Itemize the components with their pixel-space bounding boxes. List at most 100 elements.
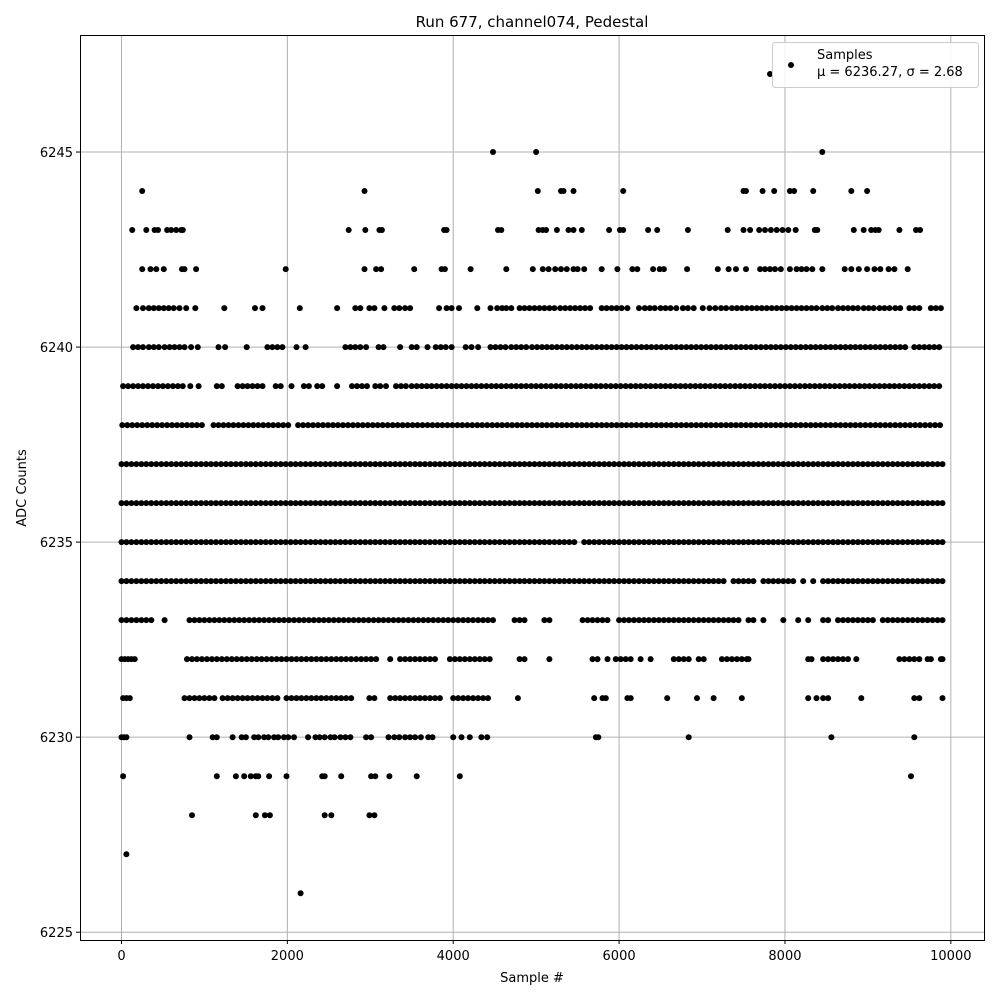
x-tick-label: 4000: [437, 949, 470, 964]
data-point: [745, 617, 752, 624]
data-point: [752, 383, 759, 390]
data-point: [707, 383, 714, 390]
data-point: [805, 695, 812, 702]
data-point: [786, 383, 793, 390]
data-point: [825, 656, 832, 663]
data-point: [491, 500, 498, 507]
data-point: [251, 734, 258, 741]
data-point: [606, 500, 613, 507]
data-point: [756, 227, 763, 233]
data-point: [785, 227, 792, 233]
data-point: [578, 344, 585, 351]
data-point: [685, 539, 692, 546]
data-point: [655, 578, 662, 585]
data-point: [792, 227, 799, 233]
data-point: [582, 305, 589, 312]
data-point: [775, 539, 782, 546]
data-point: [561, 461, 568, 468]
data-point: [653, 422, 660, 429]
data-point: [371, 812, 378, 819]
data-point: [914, 461, 921, 468]
data-point: [453, 383, 460, 390]
data-point: [573, 344, 580, 351]
data-point: [293, 656, 300, 663]
data-point: [430, 617, 437, 624]
data-point: [759, 188, 766, 194]
data-point: [790, 461, 797, 468]
data-point: [297, 890, 304, 897]
data-point: [321, 773, 328, 780]
data-point: [193, 578, 200, 585]
data-point: [526, 539, 533, 546]
data-point: [198, 578, 205, 585]
data-point: [183, 305, 190, 312]
data-point: [819, 149, 826, 155]
data-point: [300, 617, 307, 624]
data-point: [292, 578, 299, 585]
data-point: [380, 617, 387, 624]
data-point: [363, 734, 370, 741]
data-point: [745, 578, 752, 585]
data-point: [466, 461, 473, 468]
data-point: [174, 383, 181, 390]
data-point: [825, 617, 832, 624]
data-point: [181, 266, 188, 273]
data-point: [618, 305, 625, 312]
data-point: [755, 461, 762, 468]
data-point: [568, 422, 575, 429]
data-point: [755, 500, 762, 507]
data-point: [546, 305, 553, 312]
data-point: [233, 656, 240, 663]
data-point: [310, 422, 316, 429]
data-point: [879, 461, 886, 468]
data-point: [655, 617, 662, 624]
data-point: [913, 227, 919, 233]
data-point: [496, 500, 503, 507]
data-point: [315, 617, 322, 624]
data-point: [153, 500, 160, 507]
data-point: [601, 461, 608, 468]
data-point: [332, 461, 339, 468]
data-point: [551, 539, 558, 546]
data-point: [812, 344, 819, 351]
data-point: [820, 461, 827, 468]
data-point: [570, 266, 577, 273]
data-point: [808, 305, 815, 312]
data-point: [389, 422, 396, 429]
data-point: [198, 539, 205, 546]
data-point: [656, 266, 663, 273]
data-point: [442, 344, 449, 351]
data-point: [372, 578, 379, 585]
data-point: [793, 305, 800, 312]
data-point: [777, 422, 784, 429]
data-point: [841, 266, 848, 273]
data-point: [762, 266, 768, 273]
data-point: [588, 422, 595, 429]
data-point: [379, 422, 386, 429]
data-point: [436, 695, 443, 702]
data-point: [269, 695, 276, 702]
data-point: [684, 227, 691, 233]
data-point: [650, 461, 657, 468]
data-point: [655, 539, 662, 546]
data-point: [747, 383, 754, 390]
data-point: [478, 734, 485, 741]
data-point: [387, 656, 394, 663]
data-point: [831, 383, 838, 390]
data-point: [128, 578, 135, 585]
data-point: [375, 344, 382, 351]
data-point: [218, 578, 224, 585]
data-point: [685, 734, 692, 741]
data-point: [223, 578, 229, 585]
data-point: [305, 734, 312, 741]
data-point: [529, 344, 535, 351]
data-point: [367, 500, 374, 507]
data-point: [237, 539, 244, 546]
data-point: [685, 617, 692, 624]
data-point: [897, 305, 904, 312]
data-point: [850, 578, 856, 585]
data-point: [269, 344, 276, 351]
data-point: [553, 227, 560, 233]
data-point: [215, 344, 222, 351]
data-point: [645, 539, 652, 546]
